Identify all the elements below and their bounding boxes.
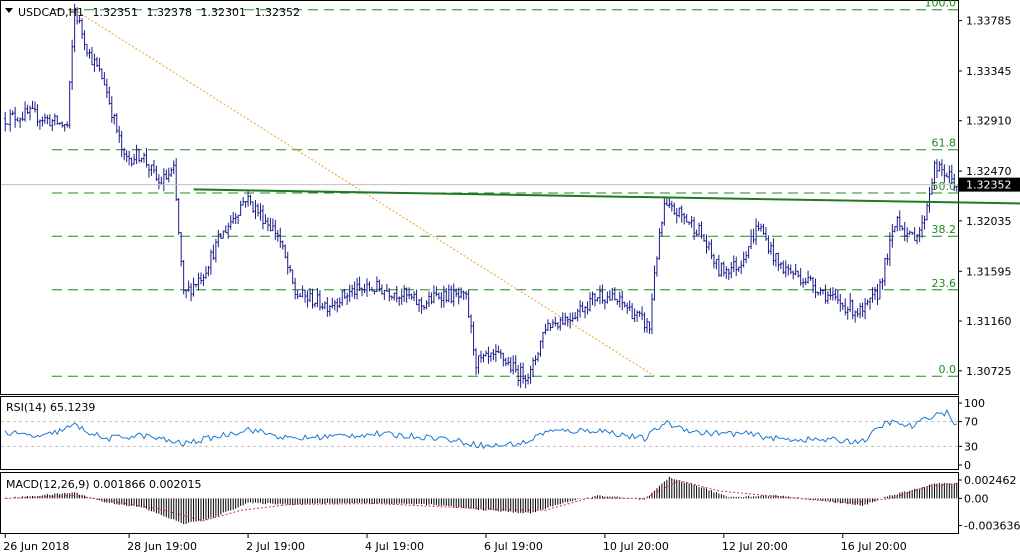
price-tick-label: 1.31595 xyxy=(966,265,1012,278)
fib-level-label: 0.0 xyxy=(939,363,957,376)
rsi-tick-label: 100 xyxy=(964,397,985,410)
rsi-tick-label: 70 xyxy=(964,416,978,429)
price-tick-label: 1.30725 xyxy=(966,365,1012,378)
fib-level-label: 50.0 xyxy=(932,180,957,193)
fib-level-label: 100.0 xyxy=(925,0,957,10)
ohlc-low: 1.32301 xyxy=(200,6,246,19)
rsi-panel-frame xyxy=(0,396,959,470)
macd-signal-line xyxy=(5,479,957,522)
fib-level-label: 23.6 xyxy=(932,277,957,290)
time-tick-label: 16 Jul 20:00 xyxy=(841,540,907,553)
fib-level-label: 61.8 xyxy=(932,137,957,150)
macd-panel-frame xyxy=(0,472,959,534)
time-axis: 26 Jun 2018 28 Jun 19:00 2 Jul 19:00 4 Jul … xyxy=(3,534,907,553)
trendline-layer xyxy=(193,188,1020,205)
rsi-title: RSI(14) 65.1239 xyxy=(6,401,95,414)
macd-tick-label: 0.002462 xyxy=(964,474,1017,487)
fib-level-label: 38.2 xyxy=(932,223,957,236)
macd-indicator: 0.002462 0.00 -0.003636 xyxy=(4,474,1020,533)
price-tick-label: 1.33785 xyxy=(966,15,1012,28)
price-tick-label: 1.32035 xyxy=(966,215,1012,228)
symbol-dropdown-icon[interactable] xyxy=(5,8,13,13)
macd-tick-label: 0.00 xyxy=(964,492,989,505)
fibonacci-levels: 100.0 61.8 50.0 38.2 23.6 0.0 xyxy=(52,0,958,377)
rsi-tick-label: 0 xyxy=(964,459,971,472)
time-tick-label: 2 Jul 19:00 xyxy=(246,540,305,553)
ohlc-open: 1.32351 xyxy=(92,6,138,19)
price-tick-label: 1.32470 xyxy=(966,165,1012,178)
main-panel-frame xyxy=(0,0,959,395)
time-tick-label: 12 Jul 20:00 xyxy=(722,540,788,553)
price-axis: 1.33785 1.33345 1.32910 1.32470 1.32035 1.315… xyxy=(1,15,1020,378)
macd-tick-label: -0.003636 xyxy=(964,520,1020,533)
time-tick-label: 4 Jul 19:00 xyxy=(365,540,424,553)
last-price-tag xyxy=(959,177,1020,192)
last-price-label: 1.32352 xyxy=(966,179,1012,192)
trendline xyxy=(193,188,1020,205)
rsi-indicator: 100 70 30 0 xyxy=(1,397,985,472)
time-tick-label: 28 Jun 19:00 xyxy=(127,540,197,553)
rsi-line xyxy=(4,408,957,450)
time-tick-label: 26 Jun 2018 xyxy=(3,540,69,553)
time-tick-label: 6 Jul 19:00 xyxy=(484,540,543,553)
ohlc-close: 1.32352 xyxy=(254,6,300,19)
ohlc-high: 1.32378 xyxy=(146,6,192,19)
price-tick-label: 1.32910 xyxy=(966,115,1012,128)
price-tick-label: 1.31160 xyxy=(966,315,1012,328)
candles xyxy=(4,3,958,389)
time-tick-label: 10 Jul 20:00 xyxy=(603,540,669,553)
macd-title: MACD(12,26,9) 0.001866 0.002015 xyxy=(6,478,202,491)
price-tick-label: 1.33345 xyxy=(966,65,1012,78)
chart-title: USDCAD,H1 1.32351 1.32378 1.32301 1.3235… xyxy=(18,6,300,19)
rsi-tick-label: 30 xyxy=(964,440,978,453)
